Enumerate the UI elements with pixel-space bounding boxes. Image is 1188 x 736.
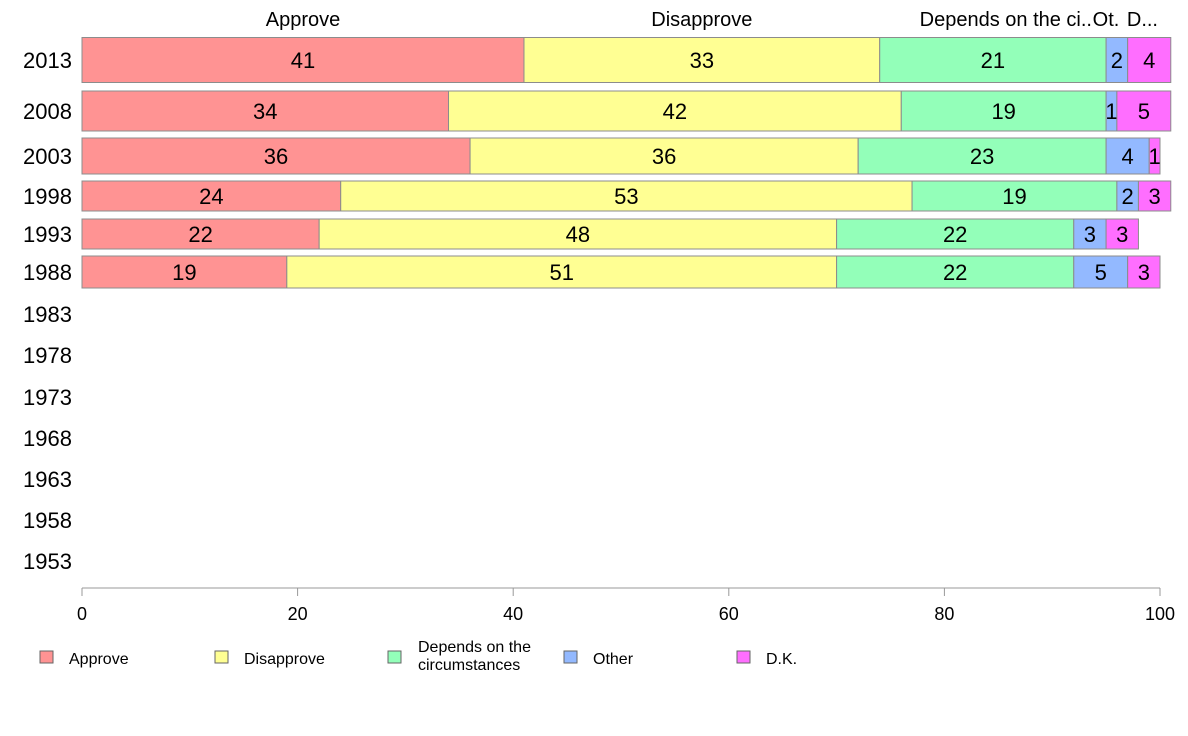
- bar-segment: [836, 218, 1075, 250]
- legend-label: Other: [593, 651, 634, 668]
- bar-segment: [1137, 180, 1172, 212]
- bar-value-label: 36: [652, 144, 676, 169]
- bar-segment: [448, 90, 902, 132]
- bar-value-label: 36: [264, 144, 288, 169]
- bar-segment: [900, 90, 1107, 132]
- bar-value-label: 22: [943, 222, 967, 247]
- year-label: 1968: [23, 426, 72, 451]
- bar-value-label: 48: [566, 222, 590, 247]
- bar-segment: [523, 37, 881, 83]
- year-label: 2003: [23, 144, 72, 169]
- series-header-label: Disapprove: [651, 9, 752, 31]
- bar-segment: [340, 180, 913, 212]
- bar-segment: [1116, 90, 1172, 132]
- legend-label: Approve: [69, 651, 129, 668]
- bar-value-label: 21: [981, 48, 1005, 73]
- bar-segment: [81, 180, 342, 212]
- bar-value-label: 22: [188, 222, 212, 247]
- bar-value-label: 3: [1148, 184, 1160, 209]
- year-label: 1983: [23, 302, 72, 327]
- bar-value-label: 41: [291, 48, 315, 73]
- bar-segment: [469, 137, 859, 175]
- x-axis: 0 20 40 60 80 100: [77, 587, 1175, 624]
- bar-value-label: 3: [1138, 260, 1150, 285]
- year-label: 1978: [23, 343, 72, 368]
- legend-swatch: [736, 650, 751, 664]
- bar-value-label: 5: [1095, 260, 1107, 285]
- x-tick-label: 40: [503, 604, 523, 624]
- x-tick-label: 0: [77, 604, 87, 624]
- bar-value-label: 24: [199, 184, 223, 209]
- bar-segment: [1105, 137, 1150, 175]
- bar-value-label: 34: [253, 99, 277, 124]
- series-header-label: Depends on the ci..: [920, 9, 1092, 31]
- bar-segment: [836, 255, 1075, 289]
- bar-segment: [81, 137, 471, 175]
- legend-swatch: [387, 650, 402, 664]
- bar-segment: [1148, 137, 1161, 175]
- legend-label: D.K.: [766, 651, 797, 668]
- year-label: 1963: [23, 467, 72, 492]
- bar-segment: [81, 37, 525, 83]
- bar-value-label: 4: [1122, 144, 1134, 169]
- year-axis-labels: 2013 2008 2003 1998 1993 1988 1983 1978 1973 1968…: [23, 48, 72, 574]
- bar-segment: [1127, 255, 1161, 289]
- year-label: 2013: [23, 48, 72, 73]
- year-label: 1988: [23, 260, 72, 285]
- bar-value-label: 2: [1122, 184, 1134, 209]
- bar-value-label: 3: [1084, 222, 1096, 247]
- bar-value-label: 19: [172, 260, 196, 285]
- bar-segment: [1127, 37, 1172, 83]
- legend-swatch: [563, 650, 578, 664]
- bar-segment: [879, 37, 1107, 83]
- bar-value-label: 2: [1111, 48, 1123, 73]
- bar-value-label: 51: [549, 260, 573, 285]
- series-header-labels: Approve Disapprove Depends on the ci.. Ot. D…: [266, 9, 1158, 31]
- legend: Approve Disapprove Depends on the circumsta…: [39, 639, 797, 674]
- bar-segment: [1105, 218, 1139, 250]
- year-label: 1998: [23, 184, 72, 209]
- bar-value-label: 1: [1148, 144, 1160, 169]
- year-label: 1953: [23, 549, 72, 574]
- bar-segment: [318, 218, 838, 250]
- bar-segment: [1073, 218, 1107, 250]
- bar-value-label: 5: [1138, 99, 1150, 124]
- bar-value-label: 3: [1116, 222, 1128, 247]
- bar-value-label: 22: [943, 260, 967, 285]
- bar-value-label: 33: [690, 48, 714, 73]
- legend-swatch: [214, 650, 229, 664]
- bar-value-label: 4: [1143, 48, 1155, 73]
- bar-segment: [81, 90, 450, 132]
- series-header-label: D...: [1127, 9, 1158, 31]
- bar-value-label: 1: [1105, 99, 1117, 124]
- bar-value-label: 19: [991, 99, 1015, 124]
- bar-segment: [857, 137, 1107, 175]
- bar-value-label: 23: [970, 144, 994, 169]
- bar-segment: [81, 218, 320, 250]
- x-tick-label: 20: [288, 604, 308, 624]
- year-label: 2008: [23, 99, 72, 124]
- legend-label: Disapprove: [244, 651, 325, 668]
- year-label: 1993: [23, 222, 72, 247]
- bar-value-label: 19: [1002, 184, 1026, 209]
- x-tick-label: 100: [1145, 604, 1175, 624]
- series-header-label: Approve: [266, 9, 341, 31]
- legend-label: Depends on the circumstances: [418, 639, 531, 674]
- bar-segment: [286, 255, 838, 289]
- bars: 41 33 21 2 434 42 19 1 536 36 23 4 124 53 19 2 322 48 22 3 3…: [81, 37, 1172, 289]
- legend-swatch: [39, 650, 54, 664]
- bar-segment: [1073, 255, 1129, 289]
- bar-value-label: 42: [663, 99, 687, 124]
- year-label: 1958: [23, 508, 72, 533]
- bar-segment: [911, 180, 1118, 212]
- bar-segment: [81, 255, 288, 289]
- year-label: 1973: [23, 385, 72, 410]
- bar-value-label: 53: [614, 184, 638, 209]
- x-tick-label: 60: [719, 604, 739, 624]
- x-tick-label: 80: [934, 604, 954, 624]
- series-header-label: Ot.: [1093, 9, 1120, 31]
